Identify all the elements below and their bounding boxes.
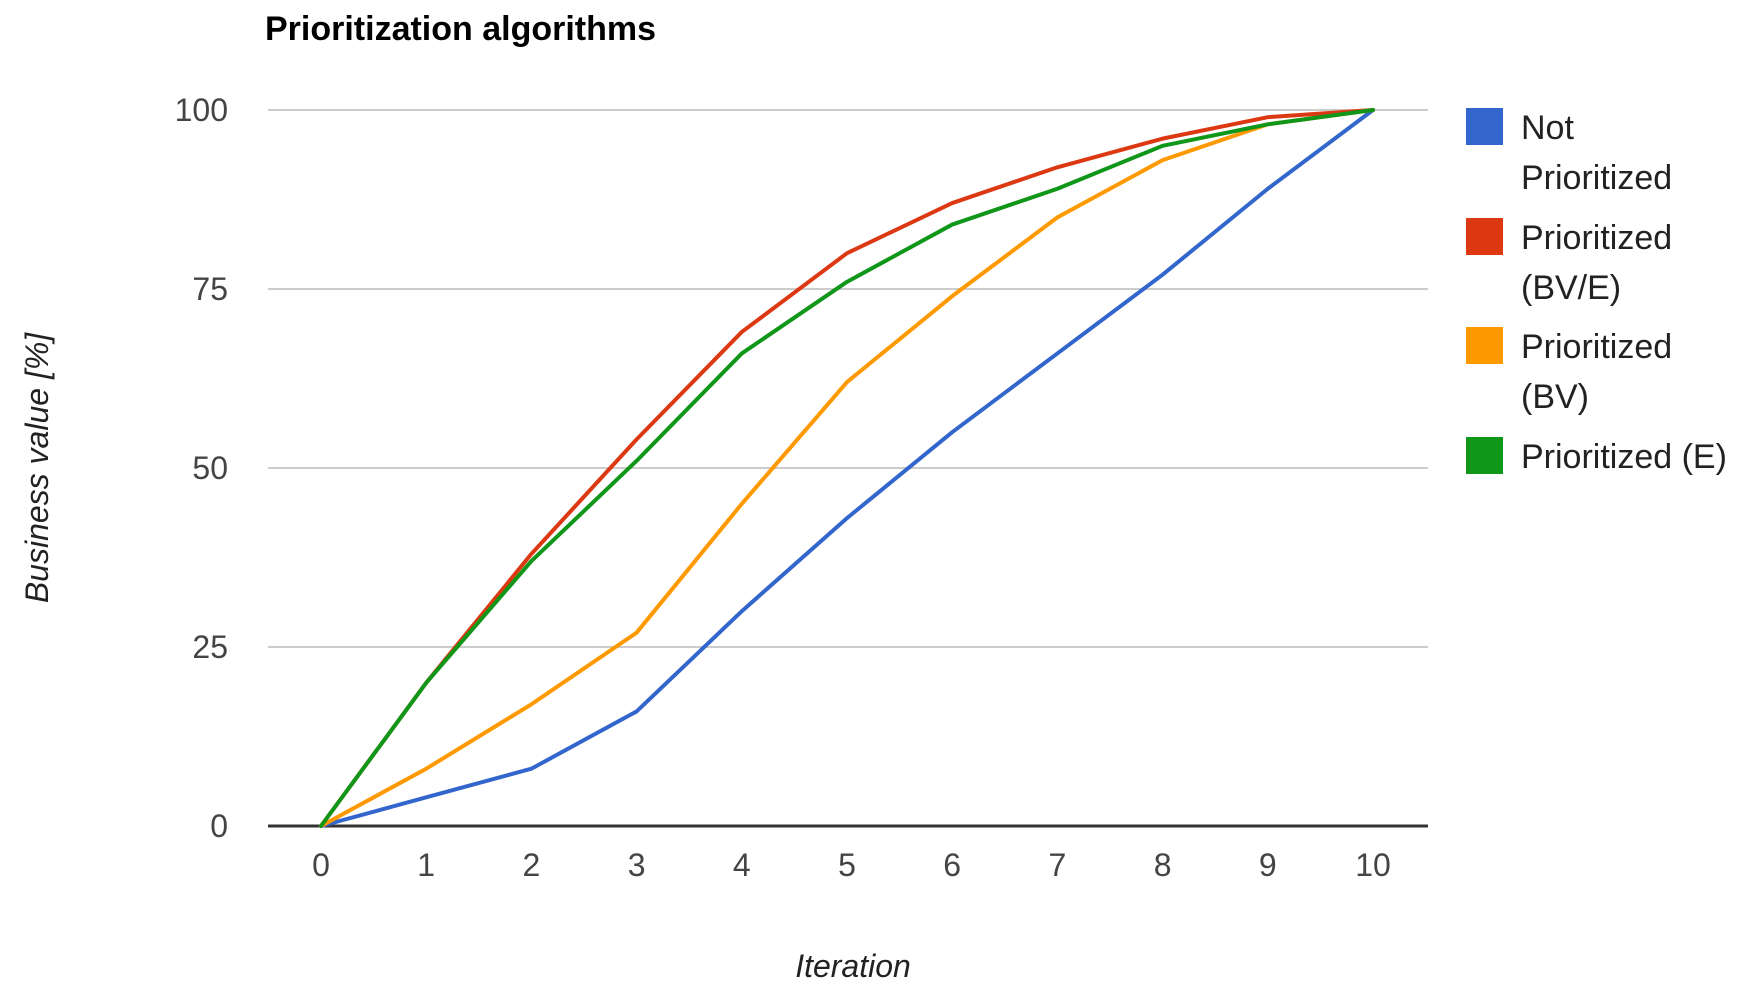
legend-swatch [1466,218,1503,255]
x-tick-label: 6 [943,847,961,883]
legend-label: Prioritized (E) [1521,438,1727,476]
y-axis-title: Business value [%] [19,332,55,603]
x-axis-ticks: 0 1 2 3 4 5 6 7 8 9 10 [312,847,1391,883]
x-axis-title: Iteration [795,948,911,984]
x-tick-label: 2 [523,847,541,883]
legend-label: Prioritized [1521,219,1672,257]
x-tick-label: 4 [733,847,751,883]
x-tick-label: 3 [628,847,646,883]
series-line-0 [319,108,1375,828]
legend-label: (BV) [1521,378,1589,416]
x-tick-label: 10 [1355,847,1391,883]
gridlines [268,109,1428,828]
x-tick-label: 0 [312,847,330,883]
series-line-2 [319,108,1375,828]
series-line-1 [319,108,1375,828]
x-tick-label: 8 [1154,847,1172,883]
x-tick-label: 5 [838,847,856,883]
y-axis-ticks: 0 25 50 75 100 [175,92,228,844]
legend-swatch [1466,327,1503,364]
y-tick-label: 25 [192,629,228,665]
y-tick-label: 50 [192,450,228,486]
x-tick-label: 1 [417,847,435,883]
legend-swatch [1466,437,1503,474]
chart-title: Prioritization algorithms [265,10,656,48]
series-line-3 [319,108,1375,828]
y-tick-label: 75 [192,271,228,307]
series-lines [319,108,1375,828]
legend-label: (BV/E) [1521,269,1621,307]
y-tick-label: 100 [175,92,228,128]
y-tick-label: 0 [210,808,228,844]
legend-label: Not [1521,109,1574,147]
legend-swatch [1466,108,1503,145]
x-tick-label: 9 [1259,847,1277,883]
x-tick-label: 7 [1049,847,1067,883]
legend-label: Prioritized [1521,159,1672,197]
legend-label: Prioritized [1521,328,1672,366]
legend: Not Prioritized Prioritized (BV/E) Prioritiz… [1466,108,1727,476]
